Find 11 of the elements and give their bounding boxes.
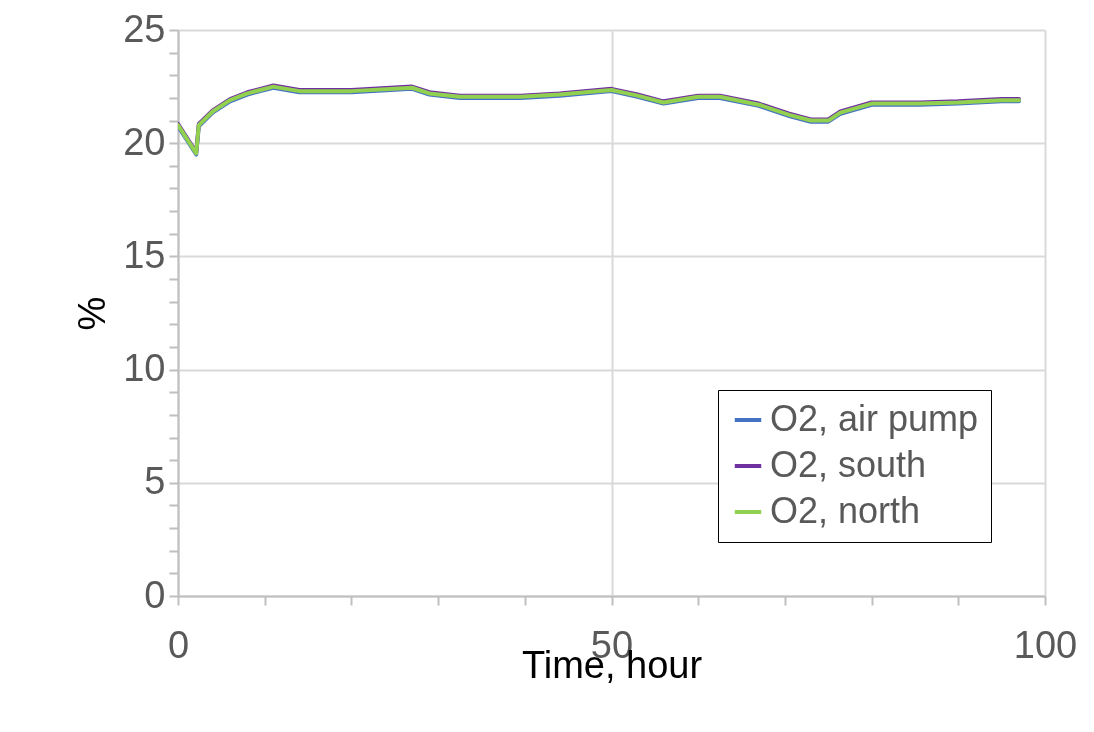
y-tick-label: 0 xyxy=(144,573,166,616)
y-tick-label: 5 xyxy=(144,460,166,503)
y-tick-label: 10 xyxy=(123,347,166,390)
x-tick-label: 100 xyxy=(1013,623,1078,666)
legend-label: O2, north xyxy=(770,490,921,531)
legend-label: O2, air pump xyxy=(770,398,979,439)
y-axis-title: % xyxy=(71,296,114,331)
y-tick-label: 20 xyxy=(123,120,166,163)
y-tick-label: 25 xyxy=(123,7,166,50)
legend-label: O2, south xyxy=(770,444,927,485)
y-tick-label: 15 xyxy=(123,233,166,276)
